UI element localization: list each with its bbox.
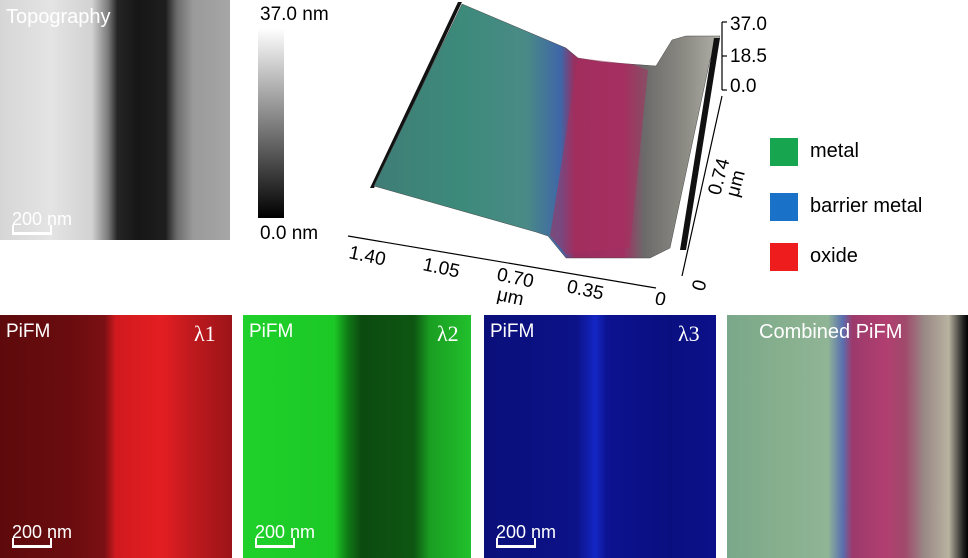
topography-title: Topography [6, 6, 111, 28]
legend-label-metal: metal [810, 140, 859, 162]
surface-right-edge [680, 38, 720, 250]
x-axis-unit: μm [495, 284, 526, 305]
x-tick-1: 1.05 [421, 254, 462, 282]
pifm-lambda3-scale-bar: 200 nm [496, 522, 557, 548]
y-tick-1: 0 [689, 278, 712, 294]
scale-bar-label: 200 nm [12, 522, 73, 542]
pifm-lambda3-label: λ3 [678, 321, 700, 346]
surface-mesh [373, 3, 721, 259]
surface-back-edge [370, 2, 462, 188]
scale-bar-label: 200 nm [12, 209, 73, 229]
combined-pifm-title: Combined PiFM [759, 321, 903, 343]
height-colorbar [258, 28, 284, 218]
pifm-lambda1-title: PiFM [6, 321, 51, 342]
legend-label-barrier-metal: barrier metal [810, 195, 923, 217]
scale-bar-label: 200 nm [255, 522, 316, 542]
topography-image: Topography 200 nm [0, 0, 230, 240]
legend-swatch-barrier-metal [770, 193, 798, 221]
legend-swatch-oxide [770, 243, 798, 271]
x-tick-0: 1.40 [347, 242, 388, 270]
colorbar-max-label: 37.0 nm [260, 4, 329, 25]
scale-bar-label: 200 nm [496, 522, 557, 542]
z-tick-1: 18.5 [730, 46, 767, 67]
pifm-lambda1-label: λ1 [194, 321, 216, 346]
x-tick-3: 0.35 [565, 276, 606, 304]
pifm-lambda3-title: PiFM [490, 321, 535, 342]
legend-label-oxide: oxide [810, 245, 858, 267]
topography-scale-bar: 200 nm [12, 209, 73, 235]
x-tick-4: 0 [653, 288, 668, 305]
pifm-lambda2-image: PiFM λ2 200 nm [243, 315, 471, 558]
colorbar-min-label: 0.0 nm [260, 223, 319, 244]
z-tick-2: 0.0 [730, 76, 756, 97]
z-tick-0: 37.0 [730, 14, 767, 35]
pifm-lambda2-title: PiFM [249, 321, 294, 342]
legend-swatch-metal [770, 138, 798, 166]
pifm-lambda1-image: PiFM λ1 200 nm [0, 315, 232, 558]
pifm-lambda2-scale-bar: 200 nm [255, 522, 316, 548]
pifm-lambda2-label: λ2 [437, 321, 459, 346]
surface-3d-plot: 37.0 18.5 0.0 nm 0.74 μm 0 1.40 1.05 0.7… [347, 2, 767, 305]
combined-pifm-image: Combined PiFM [727, 315, 968, 558]
pifm-lambda1-scale-bar: 200 nm [12, 522, 73, 548]
pifm-lambda3-image: PiFM λ3 200 nm [484, 315, 716, 558]
